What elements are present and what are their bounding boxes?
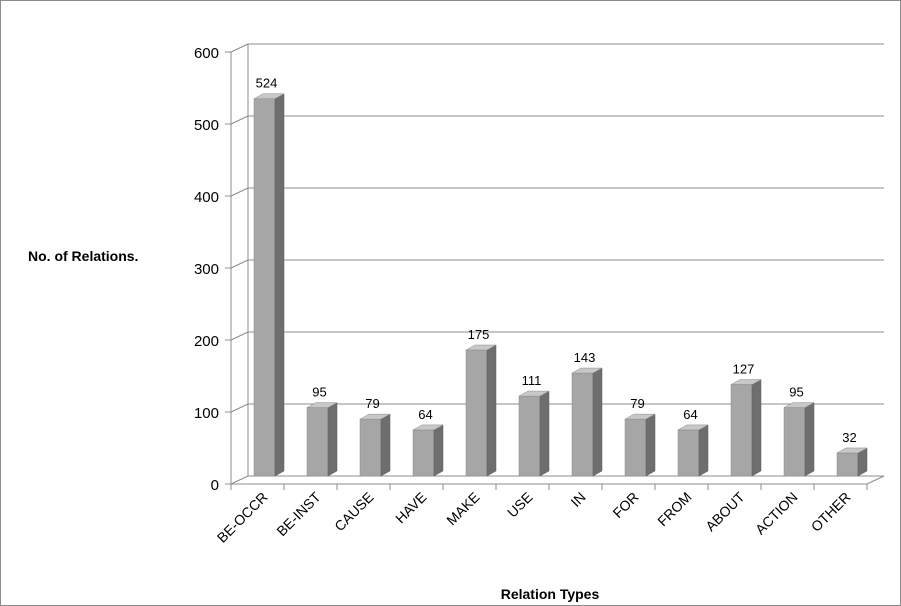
y-tick-label: 600 [194, 45, 219, 62]
y-tick-label: 500 [194, 117, 219, 134]
x-tick-label: MAKE [443, 489, 482, 528]
bar-top [412, 424, 444, 431]
bar-top [253, 93, 285, 99]
bar-about [730, 379, 762, 477]
bar-top [359, 413, 391, 420]
bar-front [253, 98, 276, 477]
x-tick-label: BE-OCCR [214, 489, 271, 546]
bar-side [751, 379, 762, 477]
bar-front [359, 418, 382, 477]
bar-from [677, 424, 709, 477]
bars [253, 93, 868, 477]
bar-side [486, 344, 497, 477]
x-tick-label: BE-INST [273, 488, 324, 539]
data-label: 95 [789, 385, 803, 400]
gridline-diagonal [230, 43, 249, 53]
bar-front [624, 418, 647, 477]
gridlines [230, 43, 884, 485]
floor-right-edge [866, 475, 885, 485]
bar-top [730, 379, 762, 385]
data-label: 524 [256, 76, 278, 91]
bar-side [592, 367, 603, 477]
bar-front [465, 349, 488, 477]
gridline-diagonal [230, 259, 249, 269]
bar-make [465, 344, 497, 477]
bar-front [730, 384, 753, 477]
y-tick-label: 200 [194, 333, 219, 350]
x-tick-label: IN [567, 489, 588, 510]
y-tick-label: 300 [194, 261, 219, 278]
x-tick-label: FROM [654, 489, 694, 529]
bar-top [783, 402, 815, 408]
bar-top [518, 390, 550, 397]
data-label: 79 [365, 396, 379, 411]
bar-front [836, 452, 859, 477]
x-tick-label: HAVE [392, 489, 430, 527]
bar-front [412, 429, 435, 477]
data-label: 79 [630, 396, 644, 411]
bar-side [274, 93, 285, 477]
bar-side [433, 424, 444, 477]
x-tick-label: CAUSE [331, 489, 376, 534]
bar-front [306, 407, 329, 477]
gridline-diagonal [230, 331, 249, 341]
bar-side [380, 413, 391, 477]
gridline-diagonal [230, 403, 249, 413]
gridline-diagonal [230, 115, 249, 125]
bar-top [306, 402, 338, 408]
bar-side [327, 402, 338, 477]
bar-action [783, 402, 815, 477]
bar-be-inst [306, 402, 338, 477]
bar-for [624, 413, 656, 477]
bar-top [677, 424, 709, 431]
bar-front [783, 407, 806, 477]
x-axis-title: Relation Types [500, 586, 600, 602]
data-label: 111 [522, 373, 542, 388]
bar-front [571, 372, 594, 477]
bar-top [836, 447, 868, 454]
y-axis-title: No. of Relations. [28, 248, 139, 264]
bar-other [836, 447, 868, 477]
x-tick-label: FOR [609, 489, 641, 521]
y-tick-label: 0 [211, 477, 219, 494]
axes [225, 44, 885, 490]
bar-use [518, 390, 550, 477]
bar-side [539, 390, 550, 477]
data-label: 64 [683, 407, 697, 422]
x-tick-label: ACTION [752, 489, 801, 538]
bar-top [571, 367, 603, 374]
y-tick-label: 100 [194, 405, 219, 422]
x-tick-label: USE [504, 489, 536, 521]
bar-have [412, 424, 444, 477]
bar-be-occr [253, 93, 285, 477]
gridline-diagonal [230, 187, 249, 197]
bar-front [677, 429, 700, 477]
bar-side [698, 424, 709, 477]
data-label: 64 [418, 407, 432, 422]
data-label: 127 [733, 362, 755, 377]
bar-top [465, 344, 497, 351]
data-label: 95 [312, 385, 326, 400]
data-label: 32 [842, 430, 856, 445]
data-label: 175 [468, 327, 490, 342]
bar-top [624, 413, 656, 420]
bar-cause [359, 413, 391, 477]
x-tick-label: OTHER [808, 489, 854, 535]
bar-in [571, 367, 603, 477]
bar-side [645, 413, 656, 477]
y-tick-label: 400 [194, 189, 219, 206]
bar-side [804, 402, 815, 477]
x-tick-label: ABOUT [702, 488, 748, 534]
bar-front [518, 395, 541, 477]
gridline-diagonal [230, 475, 249, 485]
data-label: 143 [574, 350, 596, 365]
